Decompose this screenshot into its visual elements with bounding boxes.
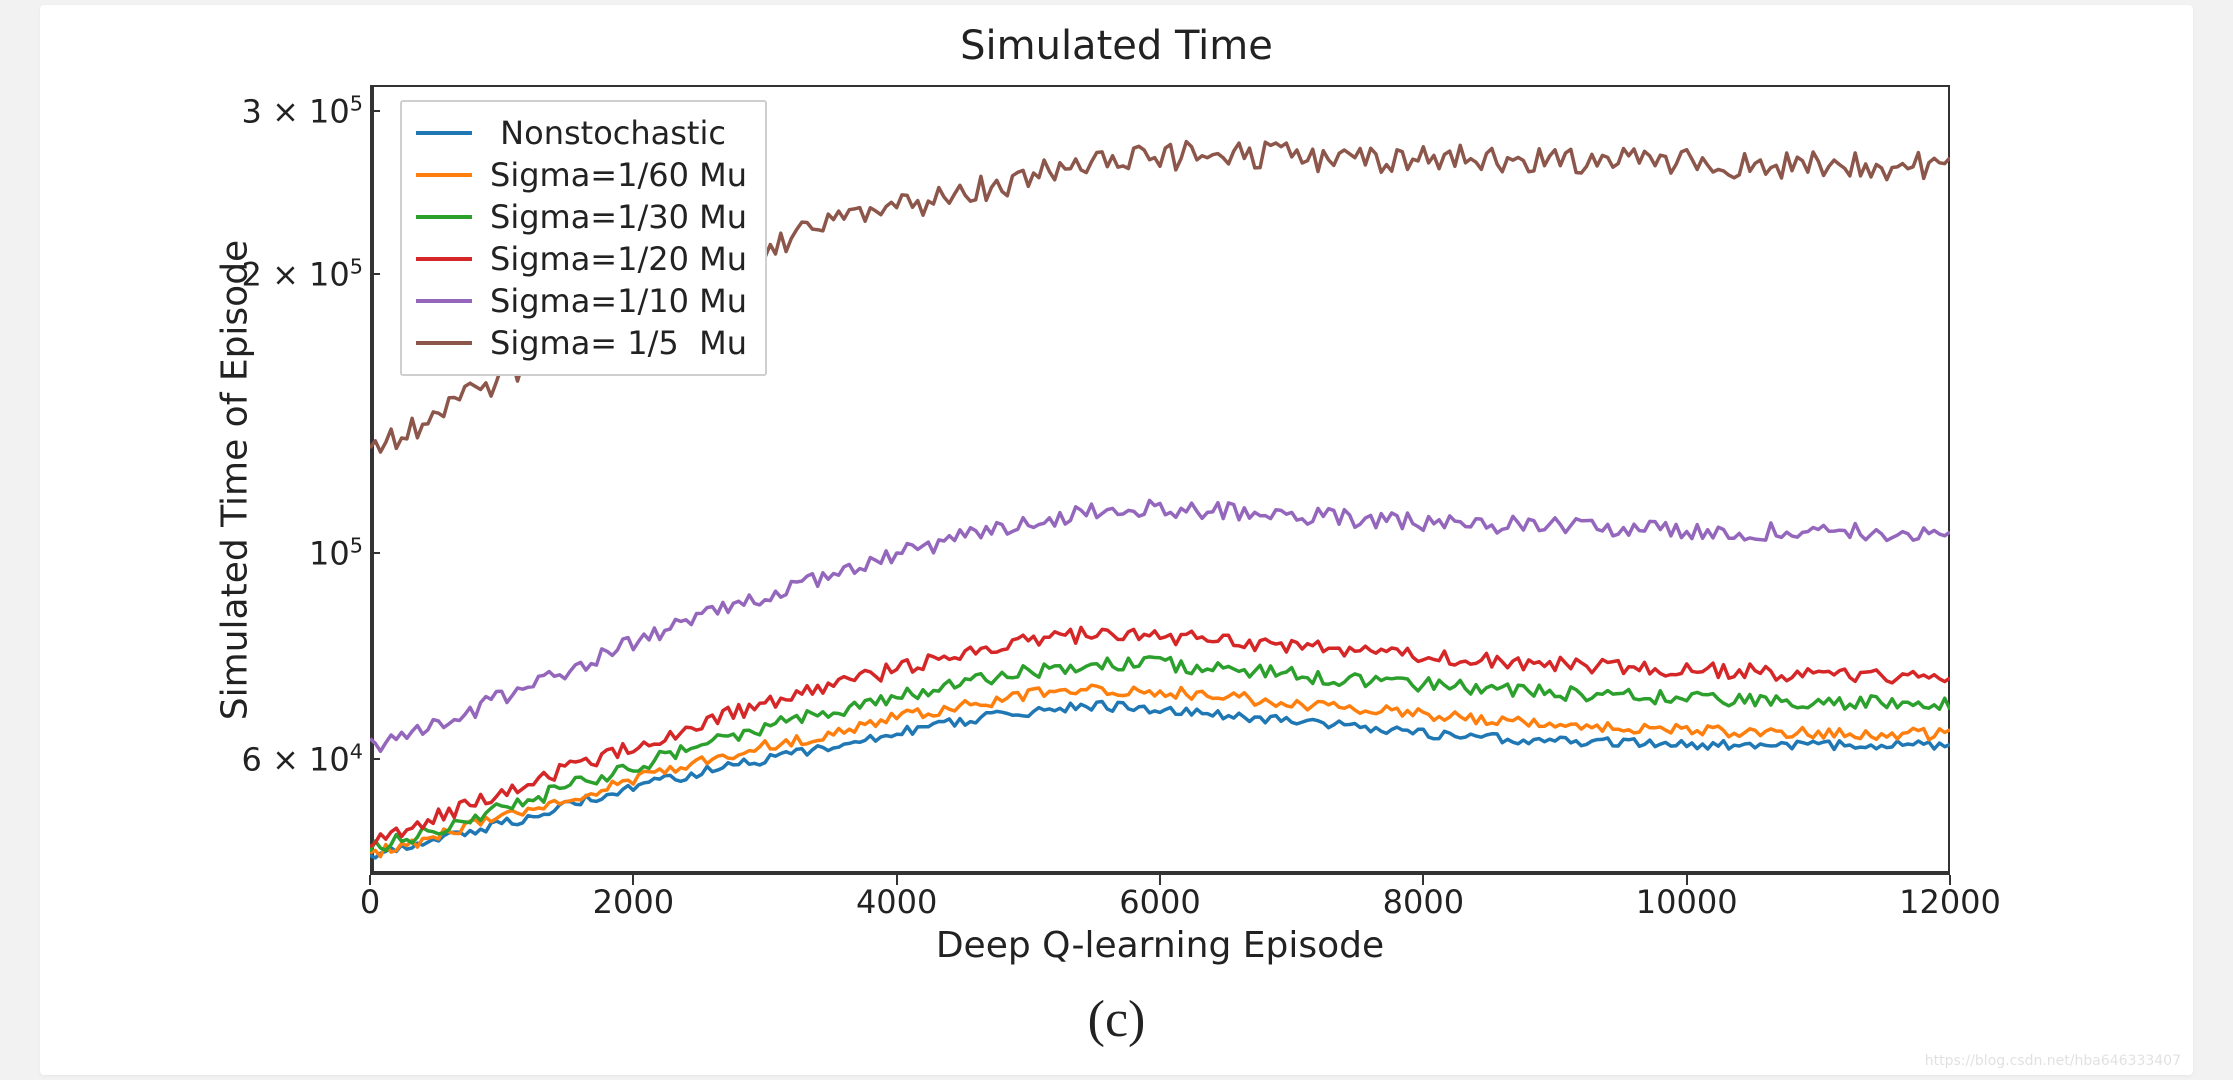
legend-swatch — [416, 341, 472, 345]
legend-label: Sigma=1/20 Mu — [490, 240, 747, 278]
y-tick-label: 6 × 104 — [242, 740, 363, 779]
legend-item: Nonstochastic — [416, 112, 747, 154]
legend-swatch — [416, 173, 472, 177]
legend-swatch — [416, 215, 472, 219]
chart-card: Simulated Time Simulated Time of Episode… — [40, 5, 2193, 1075]
y-axis-label: Simulated Time of Episode — [215, 240, 256, 720]
x-tick-label: 10000 — [1636, 883, 1738, 921]
y-tick-label: 2 × 105 — [242, 255, 363, 294]
legend-label: Sigma=1/30 Mu — [490, 198, 747, 236]
legend-label: Nonstochastic — [490, 114, 726, 152]
y-tick-mark — [370, 758, 380, 760]
legend-swatch — [416, 257, 472, 261]
series-line — [370, 627, 1950, 847]
legend-swatch — [416, 131, 472, 135]
legend-swatch — [416, 299, 472, 303]
legend-item: Sigma=1/10 Mu — [416, 280, 747, 322]
page: Simulated Time Simulated Time of Episode… — [0, 0, 2233, 1080]
watermark: https://blog.csdn.net/hba646333407 — [1925, 1053, 2181, 1069]
y-tick-mark — [370, 552, 380, 554]
x-tick-label: 4000 — [856, 883, 937, 921]
x-tick-label: 8000 — [1383, 883, 1464, 921]
x-tick-label: 0 — [360, 883, 380, 921]
legend-item: Sigma=1/60 Mu — [416, 154, 747, 196]
legend: Nonstochastic Sigma=1/60 Mu Sigma=1/30 Mu S… — [400, 100, 767, 376]
legend-label: Sigma= 1/5 Mu — [490, 324, 747, 362]
x-axis-label: Deep Q-learning Episode — [370, 925, 1950, 966]
chart-title: Simulated Time — [40, 23, 2193, 69]
x-tick-label: 12000 — [1899, 883, 2001, 921]
y-tick-label: 3 × 105 — [242, 92, 363, 131]
sub-caption: (c) — [40, 990, 2193, 1049]
y-tick-mark — [370, 273, 380, 275]
legend-item: Sigma= 1/5 Mu — [416, 322, 747, 364]
legend-label: Sigma=1/10 Mu — [490, 282, 747, 320]
legend-item: Sigma=1/30 Mu — [416, 196, 747, 238]
y-tick-mark — [370, 110, 380, 112]
x-tick-label: 6000 — [1119, 883, 1200, 921]
y-tick-label: 105 — [309, 534, 363, 573]
series-line — [370, 657, 1950, 852]
x-tick-label: 2000 — [593, 883, 674, 921]
legend-item: Sigma=1/20 Mu — [416, 238, 747, 280]
legend-label: Sigma=1/60 Mu — [490, 156, 747, 194]
